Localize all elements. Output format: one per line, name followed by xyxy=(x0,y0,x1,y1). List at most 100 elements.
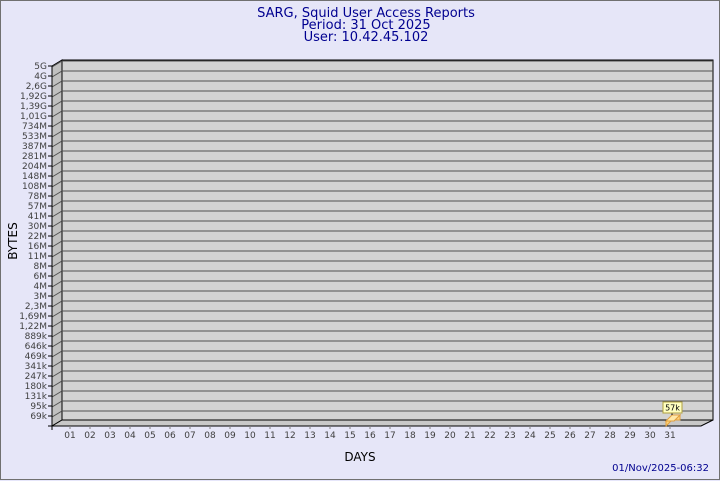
x-tick-label: 14 xyxy=(324,431,336,441)
y-tick-label: 1,39G xyxy=(20,102,47,112)
x-tick-label: 05 xyxy=(144,431,155,441)
y-tick-label: 22M xyxy=(28,232,47,242)
bar-top xyxy=(664,414,682,422)
grid-line-side xyxy=(51,210,63,218)
grid-line-side xyxy=(51,400,63,408)
grid-line-side xyxy=(51,290,63,298)
x-tick-label: 02 xyxy=(84,431,95,441)
y-axis-label: BYTES xyxy=(6,222,20,259)
y-tick-label: 30M xyxy=(28,222,47,232)
x-tick-label: 21 xyxy=(464,431,475,441)
bar-value-label: 57k xyxy=(665,404,680,413)
y-tick-label: 4M xyxy=(34,282,48,292)
y-tick-label: 108M xyxy=(22,182,47,192)
y-tick-label: 148M xyxy=(22,172,47,182)
y-tick-label: 5G xyxy=(34,62,47,72)
grid-line-side xyxy=(51,260,63,268)
grid-line-side xyxy=(51,70,63,78)
x-tick-label: 01 xyxy=(64,431,75,441)
y-tick-label: 469k xyxy=(25,352,48,362)
chart-period: Period: 31 Oct 2025 xyxy=(301,18,430,33)
x-tick-label: 19 xyxy=(424,431,436,441)
x-tick-label: 23 xyxy=(504,431,515,441)
y-tick-label: 180k xyxy=(25,382,48,392)
chart-user: User: 10.42.45.102 xyxy=(304,30,429,45)
x-tick-label: 30 xyxy=(644,431,656,441)
x-tick-label: 04 xyxy=(124,431,136,441)
y-tick-label: 204M xyxy=(22,162,47,172)
grid-line-side xyxy=(51,90,63,98)
y-tick-label: 41M xyxy=(28,212,47,222)
y-tick-label: 16M xyxy=(28,242,47,252)
y-tick-label: 2,6G xyxy=(26,82,47,92)
generated-timestamp: 01/Nov/2025-06:32 xyxy=(612,463,709,474)
grid-line-side xyxy=(51,280,63,288)
x-tick-label: 29 xyxy=(624,431,636,441)
y-tick-label: 8M xyxy=(34,262,48,272)
grid-line-side xyxy=(51,200,63,208)
back-wall xyxy=(61,59,714,421)
grid-line-side xyxy=(51,60,63,68)
y-tick-label: 57M xyxy=(28,202,47,212)
x-tick-label: 08 xyxy=(204,431,216,441)
y-tick-label: 281M xyxy=(22,152,47,162)
y-tick-label: 11M xyxy=(28,252,47,262)
x-tick-label: 20 xyxy=(444,431,456,441)
x-tick-label: 09 xyxy=(224,431,236,441)
grid-line-side xyxy=(51,120,63,128)
grid-line-side xyxy=(51,190,63,198)
grid-line-side xyxy=(51,320,63,328)
y-tick-label: 1,22M xyxy=(19,322,47,332)
x-tick-label: 06 xyxy=(164,431,176,441)
grid-line-side xyxy=(51,220,63,228)
x-tick-label: 03 xyxy=(104,431,115,441)
grid-line-side xyxy=(51,80,63,88)
grid-line-side xyxy=(51,410,63,418)
grid-line-side xyxy=(51,270,63,278)
x-tick-label: 26 xyxy=(564,431,576,441)
x-tick-label: 22 xyxy=(484,431,495,441)
y-tick-label: 533M xyxy=(22,132,47,142)
grid-line-side xyxy=(51,110,63,118)
x-tick-label: 15 xyxy=(344,431,355,441)
x-tick-label: 25 xyxy=(544,431,555,441)
y-tick-label: 95k xyxy=(30,402,47,412)
grid-line-side xyxy=(51,130,63,138)
y-tick-label: 1,01G xyxy=(20,112,47,122)
grid-line-side xyxy=(51,170,63,178)
floor xyxy=(50,419,714,427)
y-tick-label: 3M xyxy=(34,292,48,302)
y-tick-label: 2,3M xyxy=(25,302,47,312)
bar-label-box xyxy=(662,401,683,414)
x-tick-label: 11 xyxy=(264,431,275,441)
grid-line-side xyxy=(51,330,63,338)
grid-line-side xyxy=(51,390,63,398)
x-tick-label: 17 xyxy=(384,431,395,441)
x-tick-label: 12 xyxy=(284,431,295,441)
grid-line-side xyxy=(51,100,63,108)
grid-line-side xyxy=(51,180,63,188)
x-tick-label: 13 xyxy=(304,431,315,441)
y-tick-label: 78M xyxy=(28,192,47,202)
y-tick-label: 247k xyxy=(25,372,48,382)
x-tick-label: 10 xyxy=(244,431,256,441)
grid-line-side xyxy=(51,350,63,358)
grid-line-side xyxy=(51,340,63,348)
x-tick-label: 07 xyxy=(184,431,195,441)
grid-line-side xyxy=(51,370,63,378)
x-axis-label: DAYS xyxy=(344,450,375,464)
x-tick-label: 31 xyxy=(664,431,675,441)
grid-line-side xyxy=(51,310,63,318)
grid-line-side xyxy=(51,230,63,238)
y-tick-label: 1,69M xyxy=(19,312,47,322)
x-tick-label: 18 xyxy=(404,431,416,441)
y-tick-label: 69k xyxy=(30,412,47,422)
grid-line-side xyxy=(51,360,63,368)
x-tick-label: 28 xyxy=(604,431,616,441)
grid-line-side xyxy=(51,140,63,148)
y-tick-label: 889k xyxy=(25,332,48,342)
y-tick-label: 6M xyxy=(34,272,48,282)
y-tick-label: 131k xyxy=(25,392,48,402)
